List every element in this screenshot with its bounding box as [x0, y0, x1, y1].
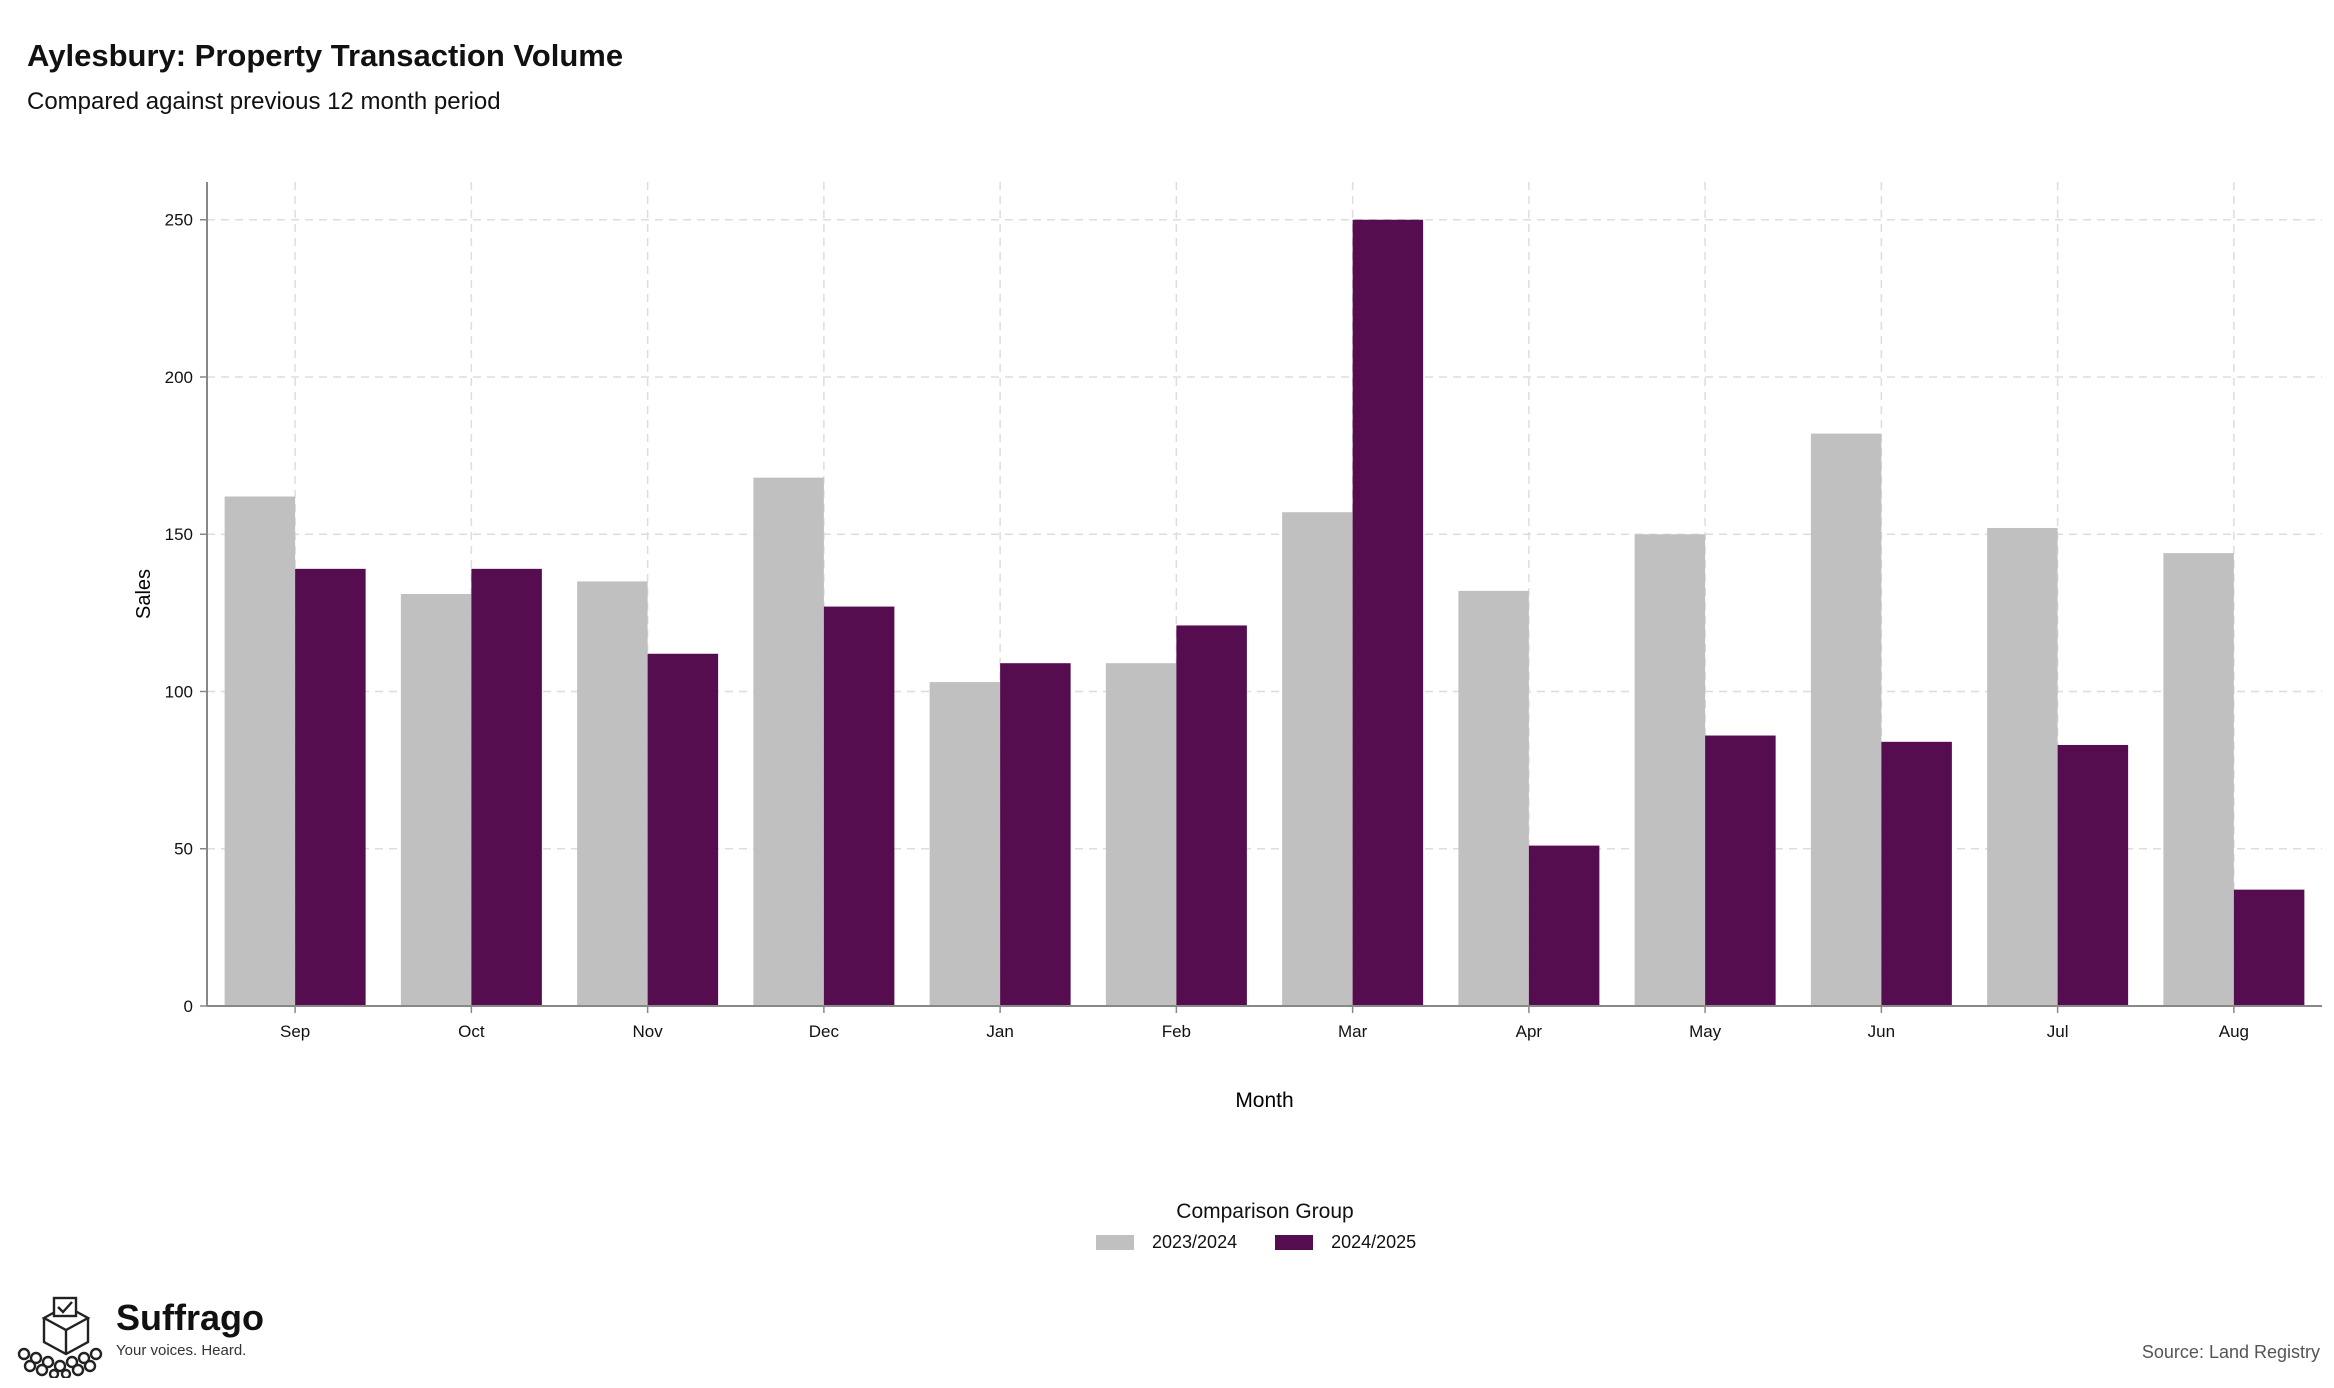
x-axis-label: Month — [1235, 1089, 1293, 1112]
x-tick-label: Oct — [458, 1022, 485, 1041]
bar-curr-jun — [1881, 741, 1952, 1006]
y-axis-label: Sales — [133, 569, 155, 619]
ballot-box-icon — [17, 1296, 103, 1378]
bar-prev-aug — [2163, 553, 2234, 1006]
source-note: Source: Land Registry — [2141, 1342, 2320, 1362]
x-tick-label: Mar — [1338, 1022, 1368, 1041]
bar-curr-oct — [471, 568, 542, 1006]
legend-label-prev: 2023/2024 — [1152, 1232, 1238, 1252]
x-tick-label: Sep — [280, 1022, 310, 1041]
brand-logo: Suffrago Your voices. Heard. — [14, 1296, 264, 1378]
bar-curr-may — [1705, 735, 1776, 1006]
x-tick-label: Jun — [1868, 1022, 1895, 1041]
chart-subtitle: Compared against previous 12 month perio… — [27, 88, 501, 115]
bar-prev-jun — [1810, 433, 1882, 1007]
legend-swatch-prev — [1096, 1235, 1134, 1250]
bar-curr-mar — [1352, 219, 1424, 1006]
y-tick-label: 200 — [165, 368, 193, 387]
x-tick-label: Jan — [986, 1022, 1013, 1041]
legend-label-curr: 2024/2025 — [1331, 1232, 1417, 1252]
bar-chart: 0 50 100 150 200 250 Sep Oct Nov Dec Jan Feb Mar Apr M… — [133, 182, 2322, 1112]
bar-curr-aug — [2233, 889, 2305, 1006]
bar-curr-jan — [1000, 663, 1071, 1006]
y-tick-label: 150 — [165, 525, 193, 544]
chart-title: Aylesbury: Property Transaction Volume — [27, 38, 624, 73]
bar-prev-jan — [929, 682, 1001, 1006]
tick-labels: 0 50 100 150 200 250 Sep Oct Nov Dec Jan Feb Mar Apr M… — [165, 211, 2249, 1041]
bar-curr-jul — [2057, 744, 2129, 1006]
bars — [224, 219, 2305, 1007]
brand-name: Suffrago — [116, 1297, 264, 1338]
legend-title: Comparison Group — [1176, 1200, 1354, 1223]
legend-item-prev: 2023/2024 — [1096, 1232, 1237, 1253]
bar-curr-apr — [1528, 845, 1600, 1006]
x-tick-label: Jul — [2047, 1022, 2069, 1041]
y-tick-label: 250 — [165, 211, 193, 230]
bar-prev-nov — [577, 581, 648, 1006]
x-tick-label: Aug — [2219, 1022, 2249, 1041]
bar-prev-dec — [753, 477, 824, 1007]
x-tick-label: Apr — [1516, 1022, 1543, 1041]
bar-prev-sep — [224, 496, 296, 1006]
bar-prev-jul — [1987, 527, 2058, 1006]
axes — [200, 182, 2322, 1013]
legend: 2023/2024 2024/2025 — [1096, 1232, 1416, 1253]
bar-curr-feb — [1176, 625, 1247, 1006]
y-tick-label: 100 — [165, 682, 193, 701]
y-tick-label: 50 — [174, 840, 193, 859]
legend-swatch-curr — [1275, 1235, 1314, 1250]
x-tick-label: Feb — [1162, 1022, 1191, 1041]
legend-item-curr: 2024/2025 — [1275, 1232, 1416, 1253]
bar-prev-may — [1634, 534, 1706, 1006]
x-tick-label: Nov — [633, 1022, 664, 1041]
bar-prev-apr — [1458, 590, 1529, 1006]
bar-curr-nov — [647, 653, 719, 1006]
bar-prev-feb — [1105, 663, 1177, 1006]
x-tick-label: May — [1689, 1022, 1722, 1041]
bar-curr-sep — [295, 568, 366, 1006]
bar-prev-oct — [400, 594, 472, 1006]
bar-prev-mar — [1282, 512, 1353, 1006]
bar-curr-dec — [823, 606, 895, 1006]
brand-tagline: Your voices. Heard. — [116, 1342, 247, 1359]
y-tick-label: 0 — [184, 997, 193, 1016]
x-tick-label: Dec — [809, 1022, 840, 1041]
